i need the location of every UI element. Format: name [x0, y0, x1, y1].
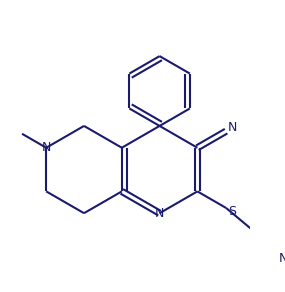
- Text: N: N: [42, 141, 51, 154]
- Text: N: N: [279, 252, 285, 265]
- Text: N: N: [227, 121, 237, 134]
- Text: N: N: [155, 207, 164, 220]
- Text: S: S: [228, 205, 236, 218]
